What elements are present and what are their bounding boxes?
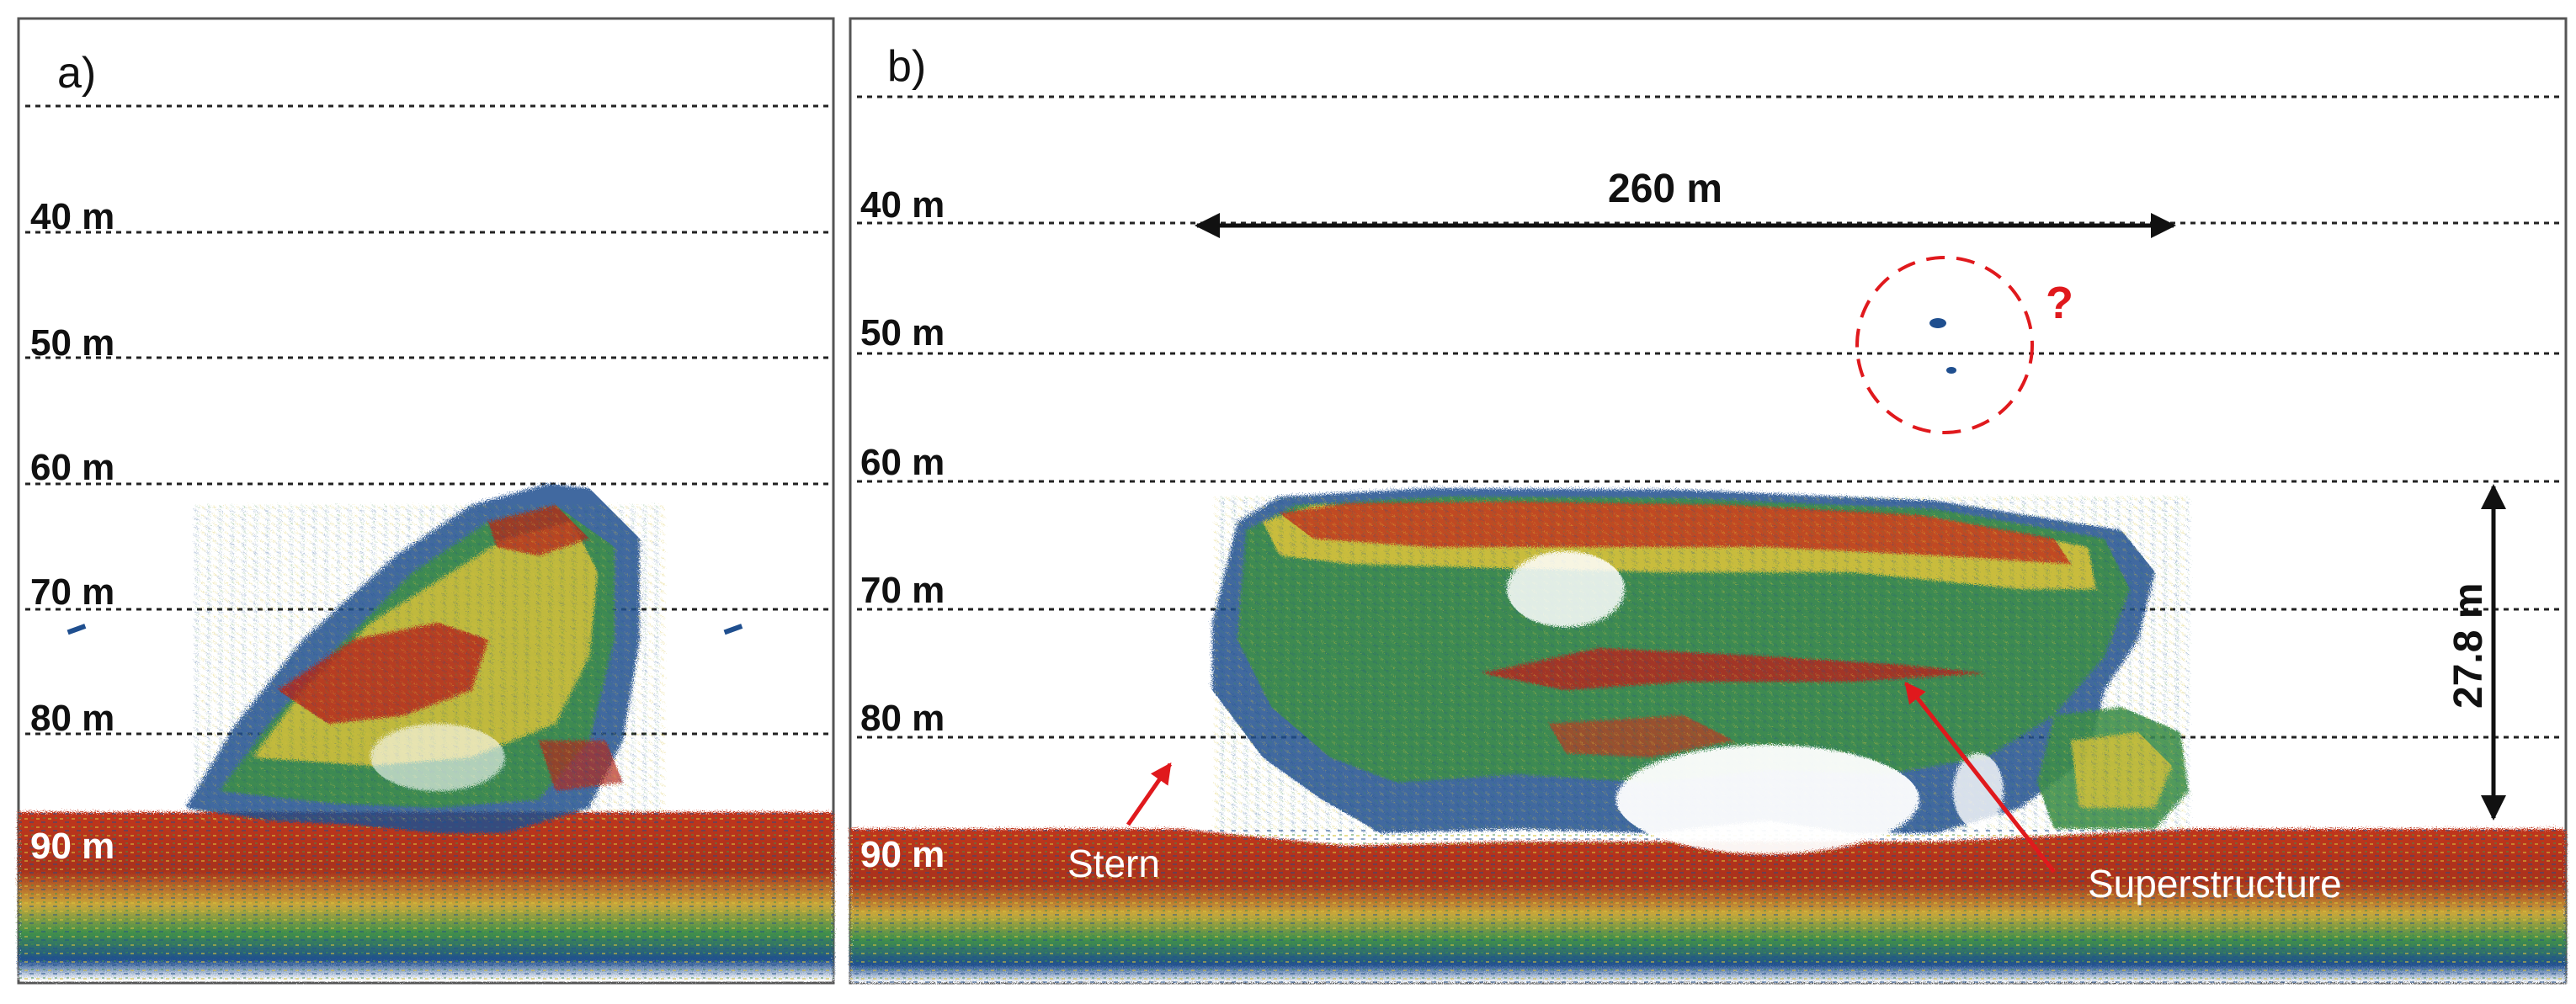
panel-b: ? 260 m 27.8 m Stern Superstructure b) 4… <box>849 17 2568 985</box>
panel-a-seabed <box>19 812 833 980</box>
panel-b-depth-60: 60 m <box>860 442 945 483</box>
panel-a: a) 40 m 50 m 60 m 70 m 80 m 90 m <box>17 17 835 985</box>
panel-a-depth-70: 70 m <box>30 571 114 613</box>
panel-a-depth-50: 50 m <box>30 322 114 364</box>
panel-b-unknown-targets <box>1855 256 2034 434</box>
panel-a-speck <box>67 624 87 635</box>
panel-b-seabed <box>850 829 2566 983</box>
panel-a-depth-80: 80 m <box>30 698 114 739</box>
length-dimension-label: 260 m <box>1608 167 1722 211</box>
panel-a-depth-90: 90 m <box>30 826 114 867</box>
panel-b-depth-70: 70 m <box>860 570 945 611</box>
unknown-target-speck <box>1946 367 1956 374</box>
panel-b-depth-80: 80 m <box>860 698 945 739</box>
panel-a-wreck-echo <box>185 484 665 833</box>
superstructure-label: Superstructure <box>2088 862 2342 906</box>
unknown-target-speck <box>1929 318 1946 328</box>
stern-pointer-arrow <box>1126 762 1173 826</box>
panel-a-speck <box>723 624 743 635</box>
height-dimension-label: 27.8 m <box>2446 583 2491 709</box>
stern-label: Stern <box>1067 842 1160 885</box>
panel-b-wreck-echo <box>1212 488 2189 854</box>
panel-a-label: a) <box>57 49 96 98</box>
unknown-target-circle <box>1855 256 2034 434</box>
panel-b-depth-50: 50 m <box>860 312 945 353</box>
panel-a-depth-60: 60 m <box>30 447 114 488</box>
superstructure-pointer-arrow <box>1904 682 2056 874</box>
unknown-target-question-mark: ? <box>2046 278 2073 328</box>
panel-a-gridlines <box>25 104 829 736</box>
panel-a-depth-40: 40 m <box>30 196 114 237</box>
panel-b-depth-90: 90 m <box>860 834 945 875</box>
panel-b-label: b) <box>887 42 926 91</box>
panel-b-depth-40: 40 m <box>860 184 945 226</box>
